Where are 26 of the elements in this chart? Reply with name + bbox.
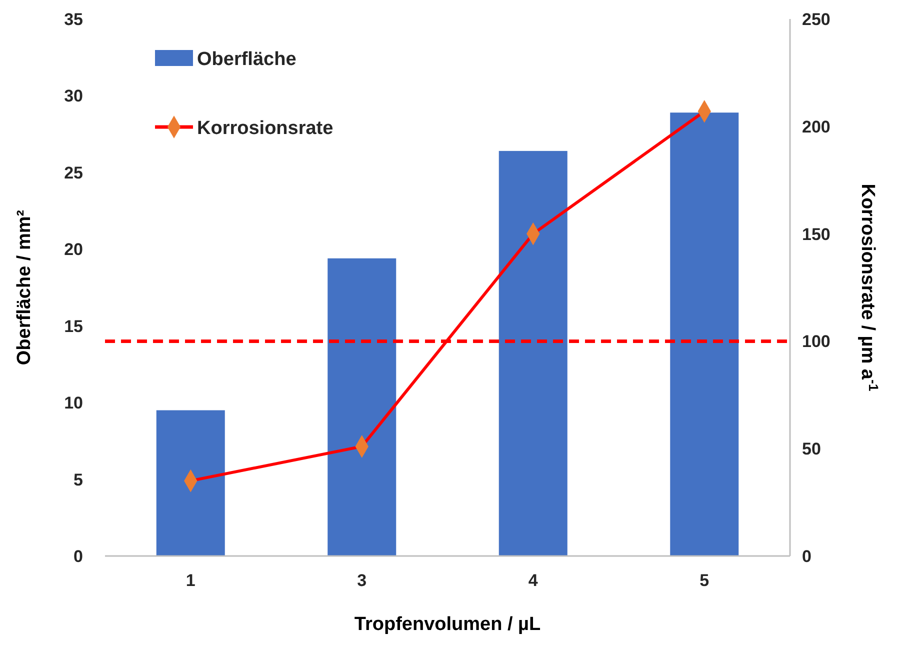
- y-tick-label: 5: [74, 470, 83, 490]
- y2-tick-label: 0: [802, 547, 812, 566]
- bar: [498, 150, 568, 556]
- legend-label: Korrosionsrate: [197, 118, 334, 139]
- y-tick-label: 25: [64, 163, 83, 182]
- y-tick-label: 30: [64, 86, 83, 106]
- bar: [328, 258, 396, 556]
- y-tick-label: 10: [64, 394, 83, 413]
- y2-tick-label: 150: [802, 224, 830, 244]
- y-tick-label: 35: [64, 10, 83, 29]
- y-tick-label: 15: [64, 316, 83, 336]
- x-tick-label: 1: [186, 571, 196, 590]
- y2-tick-label: 250: [802, 10, 830, 29]
- x-tick-label: 4: [528, 571, 538, 590]
- y2-tick-label: 50: [802, 440, 821, 459]
- y2-tick-label: 100: [802, 332, 830, 352]
- x-axis-title: Tropfenvolumen / µL: [354, 614, 541, 635]
- y-axis-title: Oberfläche / mm²: [14, 210, 35, 366]
- legend-label: Oberfläche: [197, 49, 296, 70]
- y-tick-label: 0: [74, 547, 83, 566]
- x-tick-label: 3: [357, 571, 367, 590]
- x-tick-label: 5: [700, 571, 710, 590]
- y2-tick-label: 200: [802, 117, 830, 136]
- y-tick-label: 20: [64, 240, 83, 260]
- bar: [156, 410, 225, 556]
- bar: [670, 112, 739, 556]
